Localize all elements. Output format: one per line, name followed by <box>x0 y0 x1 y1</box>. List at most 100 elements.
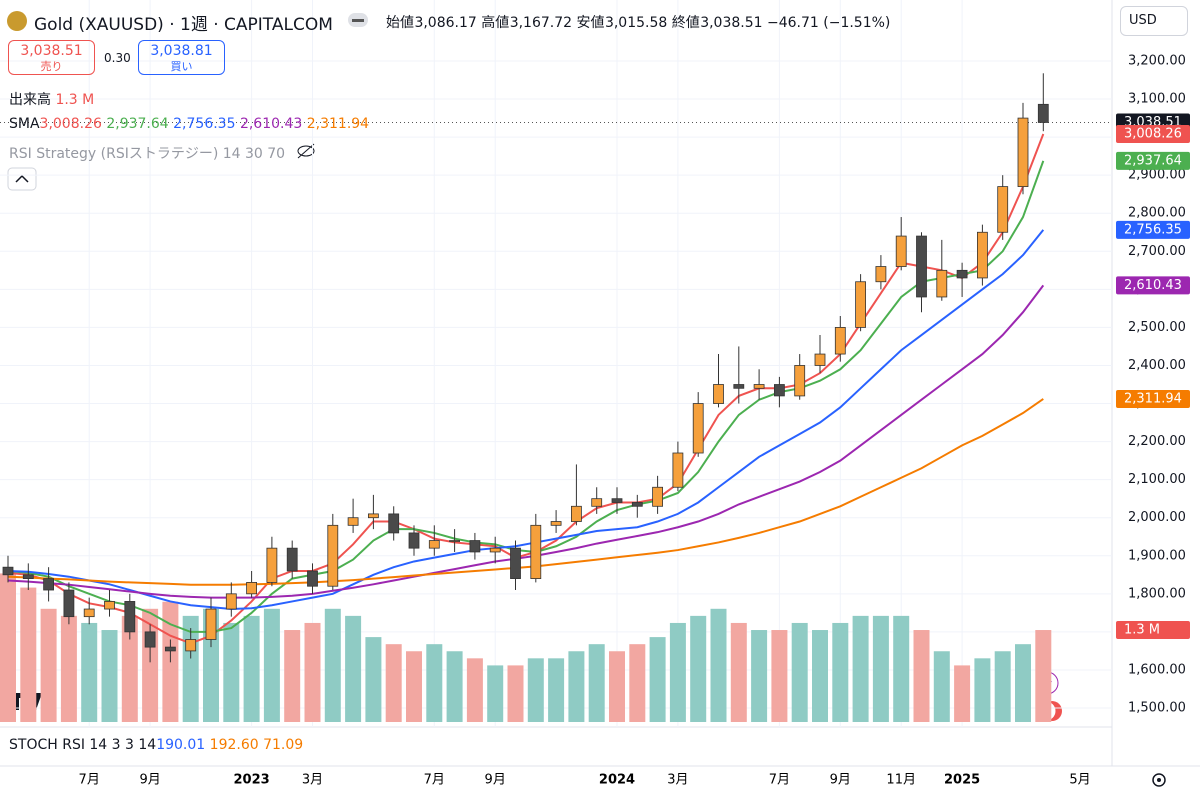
candle-body <box>347 517 359 526</box>
volume-bar <box>791 622 808 722</box>
volume-bar <box>690 615 707 722</box>
volume-badge-bg <box>1116 621 1190 640</box>
candle-body <box>388 513 400 534</box>
sma-badge-bg <box>1116 124 1190 143</box>
sma-badge-bg <box>1116 276 1190 295</box>
volume-bar <box>406 651 422 722</box>
candle-body <box>692 403 704 454</box>
candle-body <box>774 384 785 397</box>
sma-legend: SMA3,008.26 2,937.64 2,756.35 2,610.43 2… <box>9 116 369 132</box>
sma-badge-bg <box>1116 389 1190 408</box>
sma-badge-bg <box>1116 220 1190 239</box>
volume-bar <box>345 615 362 722</box>
y-tick-label: 2,200.00 <box>1128 434 1186 449</box>
candle-body <box>997 186 1009 233</box>
sma-badge: 2,311.94 <box>1124 391 1182 406</box>
x-tick-label: 11月 <box>886 773 916 788</box>
ohlc-readout: 始値 3,086.17 高値 3,167.72 安値 3,015.58 終値 3… <box>386 12 890 32</box>
candle-body <box>225 593 237 610</box>
volume-bar <box>913 630 930 722</box>
x-tick-label: 7月 <box>79 773 100 788</box>
candle-body <box>611 498 623 503</box>
y-tick-label: 1,600.00 <box>1128 662 1186 677</box>
volume-bar <box>81 622 98 722</box>
volume-bar <box>548 658 565 722</box>
currency-button[interactable]: USD <box>1120 6 1188 36</box>
volume-bar <box>629 644 646 722</box>
sma-line <box>7 160 1045 633</box>
candle-body <box>1037 103 1049 123</box>
ohlc-value: 3,167.72 <box>509 15 573 31</box>
buy-label: 買い <box>170 60 193 73</box>
volume-bar <box>588 644 605 722</box>
eye-off-icon[interactable] <box>297 143 315 159</box>
volume-bar <box>223 622 240 722</box>
volume-bar <box>832 622 849 722</box>
candle-body <box>794 365 806 397</box>
candle-body <box>733 384 745 389</box>
candle-body <box>530 524 542 579</box>
volume-bar <box>852 615 869 722</box>
y-tick-label: 2,800.00 <box>1128 206 1186 221</box>
settings-icon[interactable] <box>1152 773 1166 787</box>
volume-bar <box>771 630 788 722</box>
sma-label: SMA <box>9 116 40 132</box>
sell-button[interactable]: 3,038.51 売り <box>8 40 95 75</box>
volume-bar <box>1015 644 1031 722</box>
candle-body <box>286 547 298 572</box>
x-tick-label: 3月 <box>302 773 323 788</box>
ohlc-value: 3,038.51 <box>700 15 763 31</box>
volume-bar <box>40 608 57 722</box>
y-tick-label: 1,500.00 <box>1128 701 1186 716</box>
candle-body <box>672 452 684 488</box>
sma-value: 2,311.94 <box>306 116 370 132</box>
stoch-value: 71.09 <box>263 737 304 753</box>
y-tick-label: 2,500.00 <box>1128 320 1186 335</box>
sma-badge-bg <box>1116 151 1190 170</box>
ohlc-key: 高値 <box>481 15 510 31</box>
volume-bar <box>812 630 828 722</box>
spread: 0.30 <box>104 51 131 65</box>
candle-body <box>266 547 278 583</box>
candle-body <box>875 266 887 283</box>
buy-price: 3,038.81 <box>150 43 213 59</box>
y-tick-label: 2,700.00 <box>1128 244 1186 259</box>
sma-line <box>7 398 1044 586</box>
volume-bar <box>426 644 443 722</box>
rsi-legend: RSI Strategy (RSIストラテジー) 14 30 70 <box>9 146 286 162</box>
change: −46.71 (−1.51%) <box>767 15 891 31</box>
candle-body <box>571 505 582 522</box>
volume-badge: 1.3 M <box>1124 623 1160 638</box>
price-axis: 1,500.001,600.001,700.001,800.001,900.00… <box>1116 54 1190 716</box>
candle-body <box>510 547 521 580</box>
stoch-title: STOCH RSI 14 3 3 14 <box>9 737 157 753</box>
volume <box>0 573 1052 722</box>
volume-bar <box>730 622 747 722</box>
candle-body <box>124 601 136 633</box>
volume-bar <box>568 651 585 722</box>
candle-body <box>814 353 826 366</box>
x-tick-label: 3月 <box>667 773 688 788</box>
x-tick-label: 5月 <box>1069 773 1090 788</box>
candle-body <box>83 608 95 618</box>
volume-bar <box>385 644 402 722</box>
volume-bar <box>933 651 950 722</box>
x-tick-label: 2024 <box>599 773 635 788</box>
stoch-legend: STOCH RSI 14 3 3 14190.01 192.60 71.09 <box>9 737 303 753</box>
volume-bar <box>527 658 544 722</box>
volume-bar <box>446 651 463 722</box>
sma-value: 3,008.26 <box>39 116 102 132</box>
candle-body <box>956 269 968 279</box>
volume-bar <box>304 622 321 722</box>
candle-body <box>22 574 34 580</box>
candle-body <box>327 524 339 587</box>
candle-body <box>753 384 765 389</box>
candle-body <box>408 532 420 549</box>
buy-button[interactable]: 3,038.81 買い <box>138 40 225 75</box>
volume-bar <box>507 665 524 722</box>
candle-body <box>367 513 379 519</box>
collapse-button[interactable] <box>7 167 37 191</box>
candle-body <box>449 540 461 542</box>
volume-bar <box>466 658 483 722</box>
